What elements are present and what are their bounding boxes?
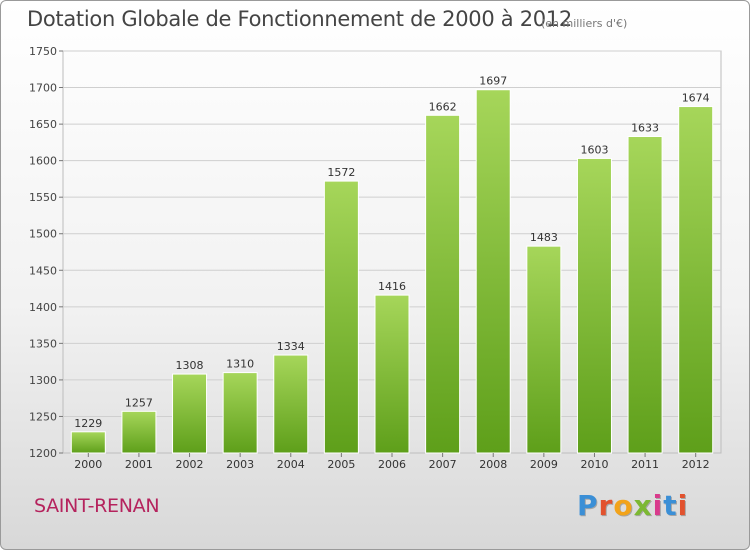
bar (323, 180, 359, 454)
bar (172, 373, 208, 454)
x-tick-label: 2004 (277, 458, 305, 471)
logo-letter: o (613, 489, 634, 522)
data-label: 1662 (429, 100, 457, 113)
bars: 1229 1257 1308 1310 1334 1572 1416 1662 1697 1483… (70, 75, 714, 454)
x-tick-label: 2011 (631, 458, 659, 471)
y-tick-label: 1200 (29, 447, 57, 460)
bar (526, 245, 562, 454)
bar (475, 89, 511, 454)
town-name: SAINT-RENAN (34, 495, 160, 517)
chart-title: Dotation Globale de Fonctionnement de 20… (27, 7, 572, 31)
x-tick-label: 2001 (125, 458, 153, 471)
y-tick-label: 1750 (29, 45, 57, 58)
x-tick-label: 2003 (226, 458, 254, 471)
x-tick-label: 2005 (327, 458, 355, 471)
logo-letter: t (663, 489, 678, 522)
bar (678, 106, 714, 454)
logo-letter: i (652, 489, 664, 522)
data-label: 1483 (530, 231, 558, 244)
y-tick-label: 1500 (29, 228, 57, 241)
data-label: 1334 (277, 340, 305, 353)
logo-letter: x (633, 489, 653, 522)
logo-letter: r (598, 489, 614, 522)
y-tick-label: 1350 (29, 337, 57, 350)
bar (70, 431, 106, 454)
x-tick-label: 2006 (378, 458, 406, 471)
x-axis: 2000 2001 2002 2003 2004 2005 2006 2007 2008 2009… (74, 453, 710, 471)
bar (222, 372, 258, 454)
data-label: 1308 (176, 359, 204, 372)
bar (576, 157, 612, 454)
data-label: 1603 (580, 143, 608, 156)
bar (273, 354, 309, 454)
y-tick-label: 1700 (29, 82, 57, 95)
data-label: 1674 (682, 92, 710, 105)
y-tick-label: 1450 (29, 264, 57, 277)
y-tick-label: 1550 (29, 191, 57, 204)
proxiti-logo: Proxiti (577, 489, 688, 522)
y-tick-label: 1600 (29, 155, 57, 168)
bar (374, 294, 410, 454)
data-label: 1416 (378, 280, 406, 293)
logo-letter: P (577, 489, 599, 522)
data-label: 1257 (125, 396, 153, 409)
chart-unit: (en milliers d'€) (541, 17, 628, 30)
logo-letter: i (677, 489, 689, 522)
x-tick-label: 2002 (176, 458, 204, 471)
data-label: 1310 (226, 358, 254, 371)
x-tick-label: 2007 (429, 458, 457, 471)
x-tick-label: 2012 (682, 458, 710, 471)
y-tick-label: 1400 (29, 301, 57, 314)
y-axis: 1200 1250 1300 1350 1400 1450 1500 1550 1600 1650… (29, 45, 63, 460)
bar (425, 114, 461, 454)
x-tick-label: 2008 (479, 458, 507, 471)
y-tick-label: 1250 (29, 410, 57, 423)
x-tick-label: 2009 (530, 458, 558, 471)
data-label: 1572 (327, 166, 355, 179)
x-tick-label: 2010 (580, 458, 608, 471)
y-tick-label: 1300 (29, 374, 57, 387)
x-tick-label: 2000 (74, 458, 102, 471)
data-label: 1633 (631, 122, 659, 135)
data-label: 1697 (479, 75, 507, 88)
bar (627, 136, 663, 454)
data-label: 1229 (74, 417, 102, 430)
y-tick-label: 1650 (29, 118, 57, 131)
bar (121, 410, 157, 454)
